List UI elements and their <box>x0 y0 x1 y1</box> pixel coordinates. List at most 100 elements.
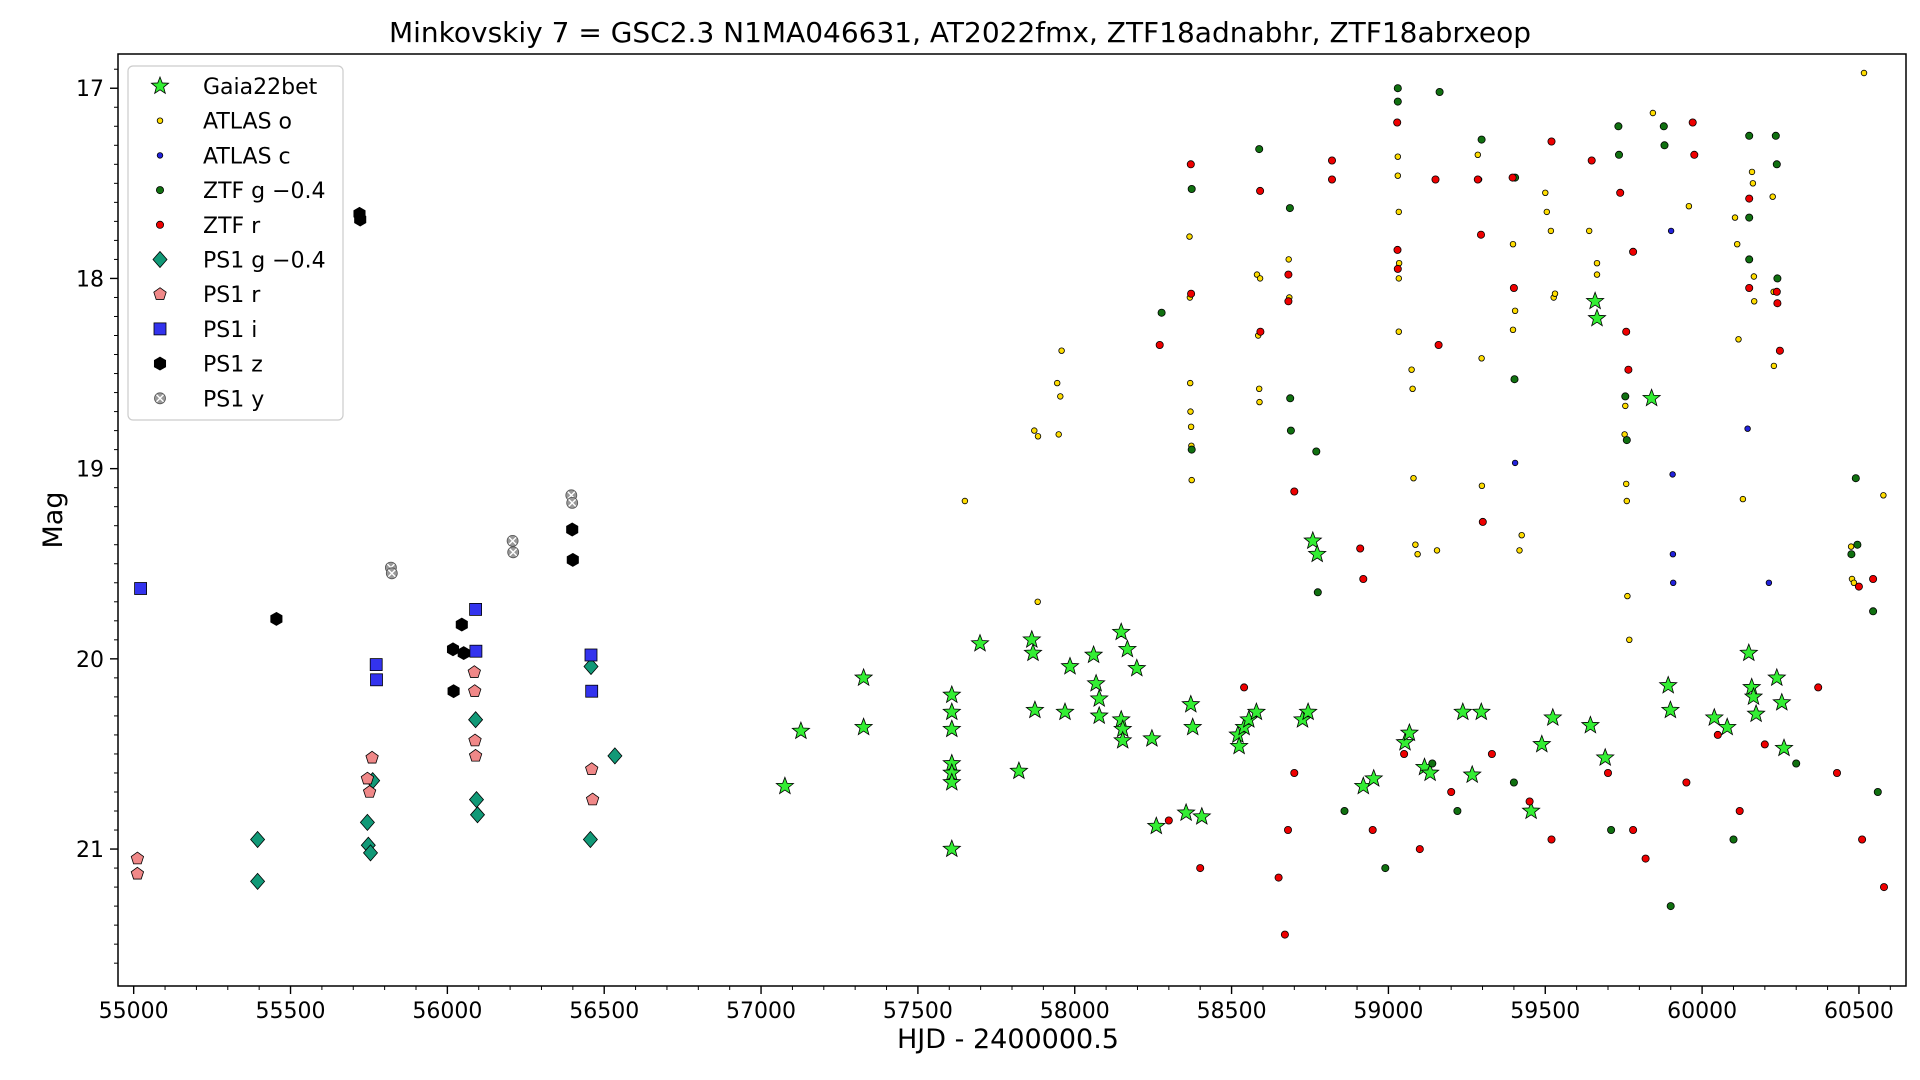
data-point <box>1624 592 1631 600</box>
legend-marker <box>153 356 167 371</box>
data-point <box>1395 275 1403 282</box>
data-point <box>1735 807 1744 815</box>
data-point <box>1142 728 1162 747</box>
data-point <box>1615 150 1623 159</box>
data-point <box>1381 864 1390 873</box>
data-point <box>1031 427 1038 434</box>
data-point <box>1111 622 1131 641</box>
data-point <box>583 657 599 676</box>
data-point <box>1364 768 1384 787</box>
data-point <box>1359 575 1368 583</box>
data-point <box>1187 185 1196 193</box>
legend-item: PS1 g −0.4 <box>152 249 326 274</box>
data-point <box>853 667 874 687</box>
legend-item: ZTF r <box>156 214 261 239</box>
legend: Gaia22bet ATLAS o ATLAS c ZTF g −0.4 ZTF r PS… <box>127 65 344 421</box>
legend-label: ZTF g −0.4 <box>203 179 326 204</box>
data-point <box>1542 189 1549 197</box>
data-point <box>1704 707 1724 726</box>
x-tick-label: 58500 <box>1197 999 1267 1024</box>
data-point <box>468 790 485 809</box>
data-point <box>607 747 623 765</box>
data-point <box>457 646 470 661</box>
data-point <box>1733 240 1741 248</box>
data-point <box>853 717 874 736</box>
data-point <box>1580 715 1601 734</box>
x-tick-label: 57000 <box>726 999 796 1024</box>
data-point <box>359 813 375 832</box>
data-point <box>1164 816 1173 825</box>
series-5 <box>250 657 623 891</box>
legend-item: ZTF g −0.4 <box>156 179 326 204</box>
legend-label: ATLAS c <box>203 144 291 169</box>
data-point <box>1089 688 1109 707</box>
data-point <box>1256 327 1265 336</box>
data-point <box>369 658 383 671</box>
y-tick-label: 18 <box>76 267 104 292</box>
data-point <box>1393 264 1402 273</box>
legend-label: PS1 z <box>203 353 263 378</box>
data-point <box>1547 137 1556 146</box>
data-point <box>1772 287 1781 296</box>
data-point <box>1749 180 1757 187</box>
data-point <box>585 762 599 775</box>
data-point <box>1660 141 1669 150</box>
data-point <box>1034 598 1041 605</box>
data-point <box>1155 341 1164 349</box>
data-point <box>1551 290 1559 297</box>
x-tick-label: 56000 <box>412 999 482 1024</box>
data-point <box>1547 835 1556 844</box>
data-point <box>1521 800 1541 820</box>
data-point <box>1394 172 1402 179</box>
legend-item: PS1 y <box>154 387 264 412</box>
data-point <box>1587 308 1607 327</box>
data-point <box>1510 375 1519 384</box>
x-tick-label: 59000 <box>1353 999 1423 1024</box>
data-point <box>1453 701 1473 721</box>
data-point <box>1447 788 1456 796</box>
series-7 <box>134 582 599 698</box>
data-point <box>1186 160 1195 169</box>
data-point <box>1284 297 1293 306</box>
data-point <box>1412 541 1419 548</box>
data-point <box>1409 385 1416 392</box>
data-point <box>1713 730 1722 739</box>
data-point <box>507 546 520 559</box>
series-6 <box>130 665 600 880</box>
x-tick-label: 60500 <box>1824 999 1894 1024</box>
data-point <box>1395 208 1403 216</box>
data-point <box>1585 227 1593 235</box>
data-point <box>1393 245 1402 254</box>
data-point <box>455 617 468 632</box>
data-point <box>1290 769 1299 777</box>
data-point <box>1410 475 1417 482</box>
data-point <box>1434 341 1443 349</box>
data-point <box>566 496 579 509</box>
data-point <box>1772 160 1781 169</box>
legend-label: PS1 g −0.4 <box>203 249 326 274</box>
data-point <box>468 711 484 729</box>
data-point <box>1433 547 1441 554</box>
legend-label: PS1 r <box>203 283 261 308</box>
data-point <box>1509 284 1518 292</box>
data-point <box>1303 530 1323 550</box>
data-point <box>1229 736 1249 755</box>
data-point <box>1395 732 1415 751</box>
data-point <box>1471 701 1491 721</box>
data-point <box>1146 816 1166 835</box>
data-point <box>1847 550 1856 559</box>
data-point <box>1769 193 1776 200</box>
data-point <box>1192 806 1212 825</box>
data-point <box>1312 447 1321 456</box>
legend-marker <box>156 152 164 159</box>
data-point <box>1688 118 1697 127</box>
data-point <box>1393 84 1402 93</box>
data-point <box>1113 730 1133 749</box>
data-point <box>1649 109 1657 117</box>
y-tick-label: 19 <box>76 458 104 483</box>
data-point <box>354 212 367 227</box>
data-point <box>134 582 148 595</box>
data-point <box>469 806 486 824</box>
legend-marker <box>153 322 167 336</box>
data-point <box>1256 275 1264 282</box>
